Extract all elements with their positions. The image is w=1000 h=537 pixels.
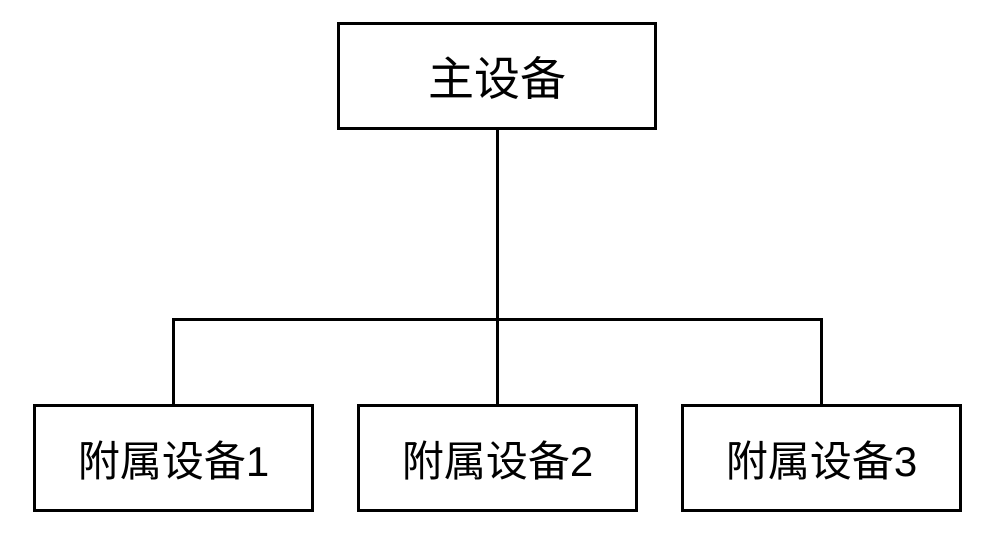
root-node-label: 主设备	[428, 43, 566, 109]
root-node: 主设备	[337, 22, 657, 130]
child-node-3: 附属设备3	[681, 404, 962, 512]
connector-child-2	[496, 318, 499, 406]
connector-child-1	[172, 318, 175, 406]
tree-diagram: 主设备 附属设备1 附属设备2 附属设备3	[0, 0, 1000, 537]
child-node-2: 附属设备2	[357, 404, 638, 512]
child-node-2-label: 附属设备2	[402, 428, 593, 489]
connector-trunk	[496, 130, 499, 320]
child-node-1-label: 附属设备1	[78, 428, 269, 489]
child-node-1: 附属设备1	[33, 404, 314, 512]
child-node-3-label: 附属设备3	[726, 428, 917, 489]
connector-child-3	[820, 318, 823, 406]
